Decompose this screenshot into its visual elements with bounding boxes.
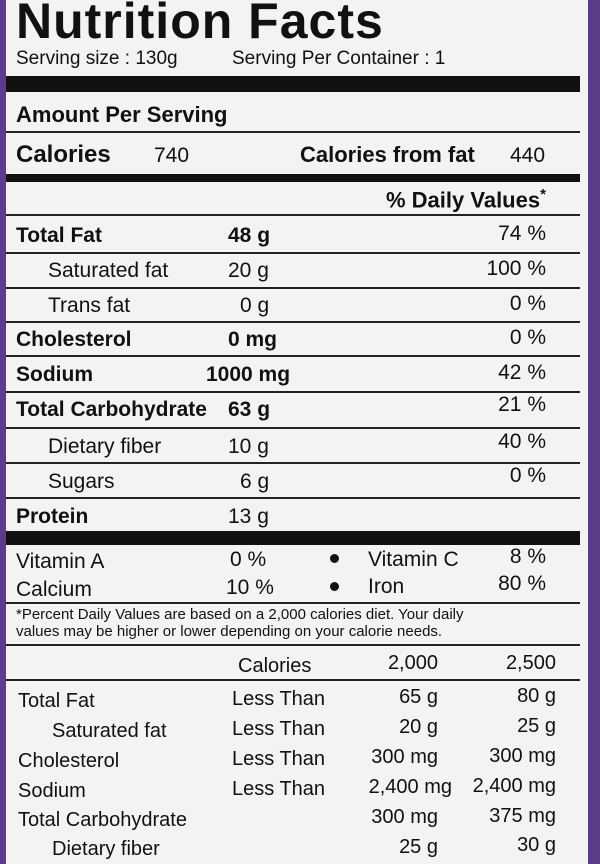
ref-row-label: Saturated fat [52, 720, 167, 742]
ref-row-2500: 30 g [517, 834, 556, 856]
ref-row-2000: 25 g [399, 836, 438, 858]
nutrient-amount: 20 g [228, 259, 269, 282]
nutrient-label: Protein [16, 505, 89, 528]
row-divider [6, 252, 580, 254]
nutrient-daily-value: 74 % [498, 222, 546, 245]
thick-divider [6, 76, 580, 92]
row-divider [6, 287, 580, 289]
nutrition-label: Nutrition Facts Serving size : 130g Serv… [6, 0, 588, 864]
calories-label: Calories [16, 141, 111, 168]
nutrient-label: Cholesterol [16, 328, 132, 351]
vitamin-value: 8 % [509, 545, 546, 568]
ref-row-2000: 65 g [399, 686, 438, 708]
bullet-icon [330, 554, 339, 563]
thick-divider [6, 531, 580, 545]
row-divider [6, 355, 580, 357]
calories-from-fat-value: 440 [510, 144, 546, 167]
ref-header-2500: 2,500 [505, 652, 556, 674]
nutrient-amount: 0 g [240, 294, 270, 317]
nutrient-label: Total Fat [16, 224, 102, 247]
calories-from-fat-label: Calories from fat [300, 142, 475, 167]
vitamin-value: 0 % [230, 548, 267, 571]
nutrient-amount: 13 g [228, 505, 269, 528]
ref-row-2500: 375 mg [489, 805, 556, 827]
ref-row-limit: Less Than [232, 778, 326, 800]
vitamin-value: 10 % [226, 576, 274, 599]
vitamin-label: Calcium [16, 578, 92, 601]
serving-size: Serving size : 130g [16, 48, 178, 69]
vitamin-value: 80 % [498, 572, 546, 595]
row-divider [6, 427, 580, 429]
thin-divider [6, 131, 580, 133]
ref-row-limit: Less Than [232, 748, 326, 770]
row-divider [6, 644, 580, 646]
ref-row-2000: 300 mg [371, 806, 438, 828]
servings-per-container: Serving Per Container : 1 [232, 48, 446, 69]
bullet-icon [330, 582, 339, 591]
nutrient-daily-value: 0 % [509, 292, 546, 315]
footnote-line: *Percent Daily Values are based on a 2,0… [16, 606, 464, 623]
row-divider [6, 462, 580, 464]
ref-row-label: Sodium [18, 780, 86, 802]
nutrient-label: Dietary fiber [48, 435, 162, 458]
ref-row-2000: 2,400 mg [368, 776, 452, 798]
row-divider [6, 679, 580, 681]
nutrient-daily-value: 40 % [498, 430, 546, 453]
nutrient-amount: 6 g [240, 470, 270, 493]
ref-row-2000: 300 mg [371, 746, 438, 768]
nutrient-amount: 63 g [228, 398, 271, 421]
nutrient-label: Sodium [16, 363, 93, 386]
ref-header-2000: 2,000 [387, 652, 438, 674]
amount-per-serving: Amount Per Serving [16, 102, 228, 127]
calories-value: 740 [154, 144, 190, 167]
ref-row-label: Total Carbohydrate [18, 809, 187, 831]
nutrient-daily-value: 21 % [498, 393, 546, 416]
nutrient-label: Sugars [48, 470, 115, 493]
ref-header-calories: Calories [238, 655, 312, 677]
ref-row-2500: 300 mg [489, 745, 556, 767]
medium-divider [6, 174, 580, 182]
ref-row-label: Total Fat [18, 690, 95, 712]
nutrient-amount: 0 mg [228, 328, 278, 351]
nutrient-label: Saturated fat [48, 259, 169, 282]
row-divider [6, 497, 580, 499]
nutrient-daily-value: 42 % [498, 361, 546, 384]
daily-values-header: % Daily Values* [386, 186, 546, 213]
ref-row-2500: 80 g [517, 685, 556, 707]
row-divider [6, 391, 580, 393]
vitamin-label: Vitamin C [368, 548, 459, 571]
ref-row-limit: Less Than [232, 688, 326, 710]
ref-row-2500: 2,400 mg [472, 775, 556, 797]
nutrient-daily-value: 0 % [509, 326, 546, 349]
nutrient-amount: 48 g [228, 224, 271, 247]
ref-row-label: Cholesterol [18, 750, 120, 772]
ref-row-label: Dietary fiber [52, 838, 160, 860]
nutrient-daily-value: 0 % [509, 464, 546, 487]
ref-row-limit: Less Than [232, 718, 326, 740]
nutrient-daily-value: 100 % [486, 257, 546, 280]
thin-divider [6, 214, 580, 216]
label-title: Nutrition Facts [16, 0, 384, 49]
vitamin-label: Vitamin A [16, 550, 105, 573]
row-divider [6, 602, 580, 604]
ref-row-2500: 25 g [517, 715, 556, 737]
footnote-line: values may be higher or lower depending … [16, 623, 443, 640]
vitamin-label: Iron [368, 575, 405, 598]
nutrient-label: Trans fat [48, 294, 131, 317]
row-divider [6, 321, 580, 323]
ref-row-2000: 20 g [399, 716, 438, 738]
nutrient-amount: 10 g [228, 435, 269, 458]
nutrient-label: Total Carbohydrate [16, 398, 207, 421]
nutrient-amount: 1000 mg [206, 363, 291, 386]
